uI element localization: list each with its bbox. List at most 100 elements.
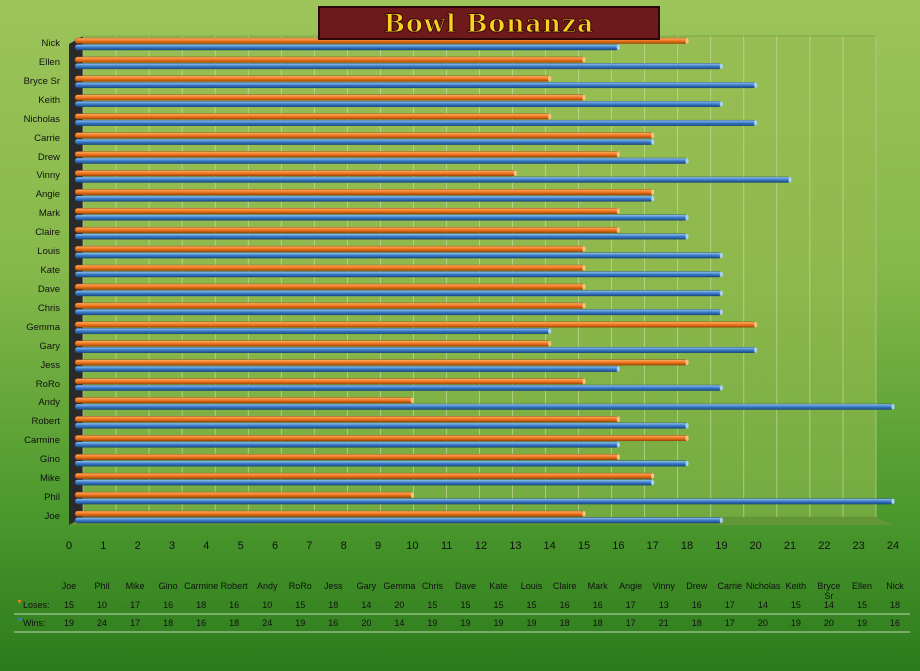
x-tick-label: 8 xyxy=(340,540,347,552)
bar-wins-robert xyxy=(74,422,688,429)
x-tick-label: 17 xyxy=(646,540,659,552)
table-header-cell: Carmine xyxy=(184,581,219,591)
table-loses-cell: 14 xyxy=(823,600,834,610)
bar-cap xyxy=(582,246,586,252)
table-header-cell: Chris xyxy=(421,581,443,591)
table-loses-cell: 16 xyxy=(592,600,603,610)
table-loses-cell: 16 xyxy=(163,600,174,610)
bar-cap xyxy=(719,101,723,107)
bar-wins-mike xyxy=(74,479,653,486)
bar-cap xyxy=(685,233,689,240)
table-loses-cell: 15 xyxy=(460,600,471,610)
table-wins-cell: 14 xyxy=(394,618,405,628)
bar-loses-kate xyxy=(74,264,585,271)
bar-cap xyxy=(685,158,689,164)
bar-wins-mark xyxy=(74,214,688,221)
bar-cap xyxy=(548,113,552,120)
bar-cap xyxy=(891,498,895,505)
category-label: Robert xyxy=(31,416,60,428)
x-tick-label: 24 xyxy=(886,540,900,552)
table-header-cell: Drew xyxy=(686,581,708,591)
category-label: Dave xyxy=(37,283,60,295)
x-tick-label: 10 xyxy=(406,540,419,552)
chart-title: Bowl Bonanza xyxy=(383,8,595,38)
x-tick-label: 1 xyxy=(100,540,107,552)
table-header-cell: Claire xyxy=(552,581,577,591)
bar-cap xyxy=(548,340,552,347)
bar-loses-joe xyxy=(74,510,585,517)
table-loses-cell: 17 xyxy=(625,600,636,610)
bar-cap xyxy=(616,227,620,233)
table-loses-cell: 15 xyxy=(493,600,504,610)
x-tick-label: 6 xyxy=(271,540,279,552)
table-wins-cell: 16 xyxy=(889,618,900,628)
x-tick-label: 15 xyxy=(577,540,591,552)
bar-wins-bryce-sr xyxy=(74,82,756,89)
table-loses-cell: 17 xyxy=(130,600,141,610)
table-wins-cell: 19 xyxy=(427,618,438,628)
table-wins-cell: 19 xyxy=(63,618,74,628)
table-loses-cell: 15 xyxy=(295,600,306,610)
category-label: Kate xyxy=(40,265,60,277)
bar-cap xyxy=(651,195,655,202)
bar-loses-mike xyxy=(74,472,653,479)
bar-loses-carrie xyxy=(74,132,653,139)
table-header-cell: Joe xyxy=(61,581,77,591)
bar-cap xyxy=(582,283,586,290)
table-header-cell: RoRo xyxy=(288,581,312,591)
bar-wins-chris xyxy=(74,309,722,316)
category-label: Keith xyxy=(38,94,60,106)
bar-cap xyxy=(754,347,758,353)
bar-cap xyxy=(891,403,895,410)
table-loses-cell: 10 xyxy=(97,600,108,610)
bar-wins-gary xyxy=(74,347,756,353)
bar-cap xyxy=(616,441,620,448)
table-header-cell: Mike xyxy=(125,581,145,591)
legend-key-wins: ▼ xyxy=(16,617,23,624)
bar-cap xyxy=(582,302,586,309)
table-wins-cell: 17 xyxy=(130,618,141,628)
x-tick-label: 12 xyxy=(474,540,488,552)
x-tick-label: 3 xyxy=(168,540,176,552)
x-tick-label: 14 xyxy=(543,540,556,552)
bar-loses-dave xyxy=(74,283,585,290)
bar-cap xyxy=(582,265,586,271)
category-label: Gino xyxy=(39,454,60,466)
legend-label-loses: Loses: xyxy=(23,600,50,610)
x-tick-label: 11 xyxy=(440,540,453,552)
x-tick-label: 4 xyxy=(203,540,210,552)
table-wins-cell: 24 xyxy=(262,618,273,628)
bar-loses-gino xyxy=(74,454,619,460)
category-label: Louis xyxy=(37,246,60,258)
bar-cap xyxy=(788,176,792,183)
table-header-cell: Angie xyxy=(619,581,643,591)
category-label: RoRo xyxy=(35,378,60,390)
table-wins-cell: 20 xyxy=(757,618,768,628)
bar-cap xyxy=(616,44,620,50)
table-loses-cell: 16 xyxy=(229,600,240,610)
bar-cap xyxy=(582,94,586,101)
bar-cap xyxy=(548,75,552,82)
table-wins-cell: 16 xyxy=(328,618,339,628)
category-label: Joe xyxy=(44,511,60,522)
bar-loses-roro xyxy=(74,378,585,385)
bar-loses-robert xyxy=(74,416,619,423)
table-wins-cell: 18 xyxy=(163,618,174,628)
bar-cap xyxy=(719,385,723,391)
bar-wins-jess xyxy=(74,365,619,372)
table-header-cell: Louis xyxy=(520,581,543,591)
table-header-cell: Vinny xyxy=(652,581,675,591)
category-label: Claire xyxy=(35,227,60,239)
bar-wins-nicholas xyxy=(74,119,756,126)
category-label: Nick xyxy=(41,38,60,49)
bar-wins-louis xyxy=(74,252,722,259)
bar-cap xyxy=(685,435,689,441)
bar-loses-ellen xyxy=(74,56,585,63)
table-wins-cell: 19 xyxy=(526,618,537,628)
x-tick-label: 13 xyxy=(509,540,522,552)
bar-wins-gino xyxy=(74,460,688,467)
bar-cap xyxy=(719,290,723,296)
category-label: Mark xyxy=(38,208,60,220)
table-loses-cell: 10 xyxy=(262,600,273,610)
